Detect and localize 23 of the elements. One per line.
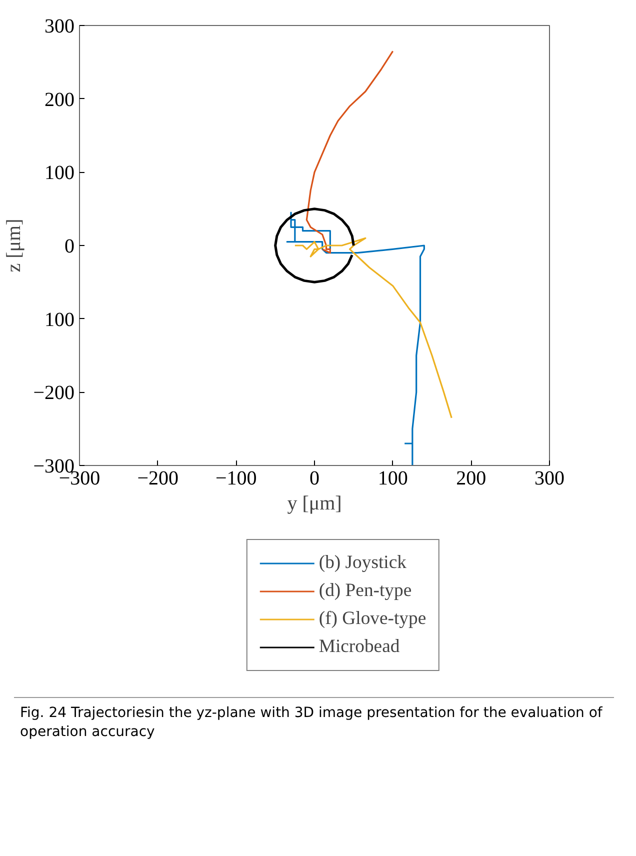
legend-label: Microbead [318,636,400,658]
y-axis-title: z [μm] [3,218,26,272]
legend-label: (d) Pen-type [318,580,412,602]
line-series [306,50,394,254]
x-tick-label: 100 [378,468,408,490]
y-tick-label: 100 [44,162,74,184]
line-series [286,212,425,466]
line-series [294,237,452,419]
y-tick-label: 0 [64,236,74,258]
caption: Fig. 24 Trajectoriesin the yz-plane with 3D image presentation for the evaluation of operation accuracy [20,704,604,742]
y-tick-label: −200 [33,382,74,404]
legend-label: (b) Joystick [318,552,406,574]
line-series [274,208,355,284]
x-tick-label: −100 [216,468,257,490]
x-tick-label: 300 [534,468,564,490]
y-tick-label: 200 [44,88,74,111]
x-tick-label: 0 [310,468,320,490]
y-tick-label: 100 [44,308,74,331]
x-tick-label: 200 [456,468,486,490]
legend-label: (f) Glove-type [318,608,426,630]
x-axis-title: y [μm] [287,492,342,514]
y-tick-label: 300 [44,16,74,38]
x-tick-label: −200 [137,468,178,490]
